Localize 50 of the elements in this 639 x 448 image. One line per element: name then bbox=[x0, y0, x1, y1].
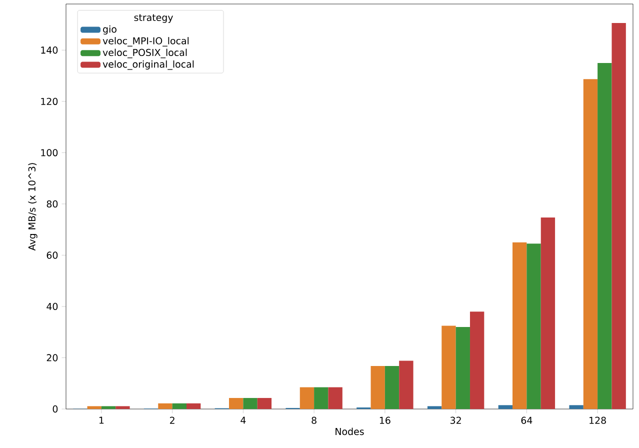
bar bbox=[569, 405, 584, 409]
y-tick-label: 20 bbox=[46, 354, 58, 362]
bar bbox=[370, 366, 385, 409]
bar bbox=[158, 403, 172, 409]
bar bbox=[456, 326, 470, 409]
y-tick-label: 40 bbox=[46, 302, 58, 310]
bar bbox=[512, 242, 527, 409]
x-tick-label: 64 bbox=[521, 416, 532, 424]
bar bbox=[442, 326, 456, 409]
x-tick-label: 16 bbox=[380, 416, 390, 424]
x-tick-label: 8 bbox=[312, 416, 316, 424]
bar bbox=[314, 387, 328, 409]
x-tick-label: 1 bbox=[99, 416, 104, 424]
bar bbox=[116, 406, 130, 409]
bar bbox=[540, 218, 556, 409]
y-tick-label: 140 bbox=[41, 46, 58, 54]
bar bbox=[598, 62, 612, 409]
bar bbox=[300, 387, 314, 409]
bar bbox=[526, 244, 541, 409]
bar bbox=[172, 403, 186, 409]
bar bbox=[243, 398, 258, 409]
y-tick-label: 120 bbox=[41, 98, 58, 105]
bar bbox=[583, 79, 598, 409]
y-tick-label: 100 bbox=[41, 149, 58, 156]
x-tick-label: 128 bbox=[590, 416, 606, 424]
bar bbox=[101, 406, 116, 409]
x-axis-title: Nodes bbox=[336, 428, 364, 436]
bar bbox=[399, 360, 414, 409]
bar bbox=[384, 366, 400, 409]
bar bbox=[612, 22, 626, 409]
y-tick-label: 60 bbox=[46, 252, 58, 259]
legend-title: strategy bbox=[134, 14, 173, 23]
bar bbox=[427, 406, 442, 409]
legend-label: veloc_MPI-IO_local bbox=[102, 37, 189, 46]
x-tick-label: 2 bbox=[170, 416, 174, 424]
bar bbox=[186, 403, 201, 409]
y-tick-label: 80 bbox=[46, 200, 58, 208]
bar bbox=[87, 406, 102, 409]
bar bbox=[470, 312, 484, 409]
legend-label: veloc_original_local bbox=[102, 60, 194, 70]
bar bbox=[229, 398, 244, 409]
bar bbox=[257, 398, 272, 409]
legend-label: gio bbox=[103, 25, 116, 35]
bar bbox=[498, 405, 513, 409]
legend-label: veloc_POSIX_local bbox=[102, 48, 187, 58]
x-tick-label: 4 bbox=[240, 416, 246, 424]
bar bbox=[328, 387, 342, 409]
x-tick-label: 32 bbox=[450, 416, 461, 424]
y-axis-title: Avg MB/s (x 10^3) bbox=[28, 163, 38, 251]
y-tick-label: 0 bbox=[52, 405, 58, 413]
